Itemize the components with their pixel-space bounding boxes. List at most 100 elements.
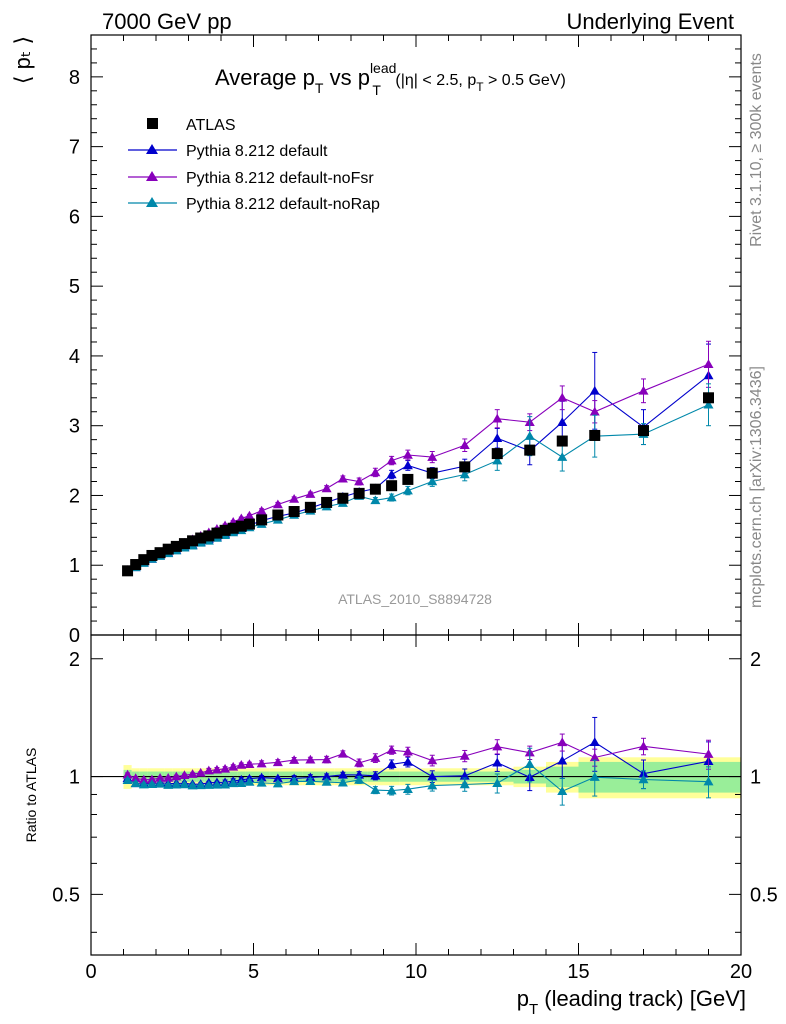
y-tick-label-ratio: 0.5 [52,884,80,906]
ratio-point-norap [155,778,166,788]
data-point-nofsr [402,450,413,459]
legend-marker-nofsr [146,171,158,181]
y-tick-label-ratio-right: 2 [750,649,761,671]
ratio-point-nofsr [638,741,649,751]
ratio-point-norap [179,779,190,789]
ratio-point-nofsr [211,764,222,774]
ratio-point-default [370,770,381,780]
series-line-default [127,375,709,573]
ratio-point-nofsr [354,757,365,767]
data-point-atlas [235,520,247,532]
ratio-point-nofsr [228,761,239,771]
ratio-point-norap [524,759,535,768]
y-tick-label-ratio-right: 1 [750,767,761,789]
ratio-point-norap [220,779,231,789]
data-point-atlas [170,540,182,552]
data-point-norap [402,485,413,495]
ratio-point-norap [256,777,267,787]
ratio-point-nofsr [337,748,348,758]
data-point-atlas [146,549,158,561]
data-point-norap [386,492,397,502]
data-point-atlas [386,480,398,492]
data-point-atlas [203,530,215,542]
ratio-point-default [386,759,397,769]
legend-marker-atlas [147,118,158,129]
ratio-point-norap [122,775,133,785]
ratio-point-norap [321,777,332,786]
data-point-norap [703,399,714,409]
ratio-point-norap [402,784,413,793]
rivet-version-label: Rivet 3.1.10, ≥ 300k events [748,53,765,247]
data-point-atlas [426,467,438,479]
data-point-nofsr [244,510,255,520]
ratio-line-default [127,741,709,785]
ratio-plot-frame [90,634,742,956]
ratio-point-norap [703,776,714,786]
data-point-default [589,385,600,395]
ratio-point-nofsr [130,773,141,783]
data-point-default [492,433,503,443]
ratio-point-default [256,772,267,782]
chart-title: Average pT vs plead T (|η| < 2.5, pT > 0.… [215,60,566,98]
data-point-nofsr [370,467,381,477]
data-point-atlas [353,487,365,499]
ratio-point-nofsr [256,758,267,768]
ratio-point-default [589,737,600,746]
legend: ATLAS Pythia 8.212 default Pythia 8.212 … [128,117,380,213]
data-point-norap [524,431,535,440]
ratio-point-norap [492,778,503,787]
y-tick-label-main: 4 [69,346,80,368]
x-tick-label: 20 [730,961,752,983]
ratio-point-norap [130,778,141,788]
data-point-atlas [524,444,536,456]
data-point-nofsr [589,406,600,416]
data-point-nofsr [289,493,300,503]
x-tick-label: 5 [248,961,259,983]
mcplots-reference-label: mcplots.cern.ch [arXiv:1306.3436] [748,366,765,608]
data-point-nofsr [492,413,503,423]
data-point-atlas [556,435,568,447]
ratio-point-norap [163,780,174,789]
y-tick-label-main: 5 [69,276,80,298]
ratio-point-norap [305,776,316,786]
ratio-point-norap [146,779,157,788]
ratio-point-nofsr [305,754,316,764]
data-point-nofsr [272,499,283,509]
data-point-nofsr [427,452,438,461]
data-point-norap [370,495,381,505]
y-axis-label-main: ⟨ pₜ ⟩ [10,36,35,84]
data-point-atlas [272,509,284,521]
y-tick-label-main: 6 [69,206,80,228]
ratio-point-default [459,770,470,780]
data-point-nofsr [236,513,247,523]
ratio-point-norap [638,774,649,784]
y-tick-label-ratio: 1 [69,767,80,789]
data-point-atlas [227,522,239,534]
y-tick-label-main: 3 [69,416,80,438]
ratio-point-norap [203,780,214,789]
data-point-nofsr [459,440,470,449]
data-point-default [402,460,413,470]
ratio-point-norap [337,777,348,787]
ratio-point-nofsr [195,767,206,777]
ratio-point-norap [354,774,365,784]
ratio-point-nofsr [146,774,157,784]
main-series-layer [122,340,714,577]
ratio-point-nofsr [244,759,255,768]
ratio-series-layer [122,716,714,806]
y-tick-label-main: 8 [69,67,80,89]
data-point-atlas [178,538,190,550]
data-point-nofsr [337,473,348,483]
ratio-point-norap [228,778,239,788]
data-point-atlas [243,518,255,530]
ratio-point-norap [427,780,438,790]
data-point-atlas [459,461,471,473]
data-point-nofsr [305,489,316,498]
legend-label-atlas: ATLAS [186,117,236,134]
legend-marker-norap [146,197,158,207]
data-point-norap [459,469,470,479]
x-axis-label: pT (leading track) [GeV] [517,986,746,1018]
x-tick-label: 10 [405,961,427,983]
data-point-default [557,417,568,426]
ratio-point-norap [289,776,300,786]
